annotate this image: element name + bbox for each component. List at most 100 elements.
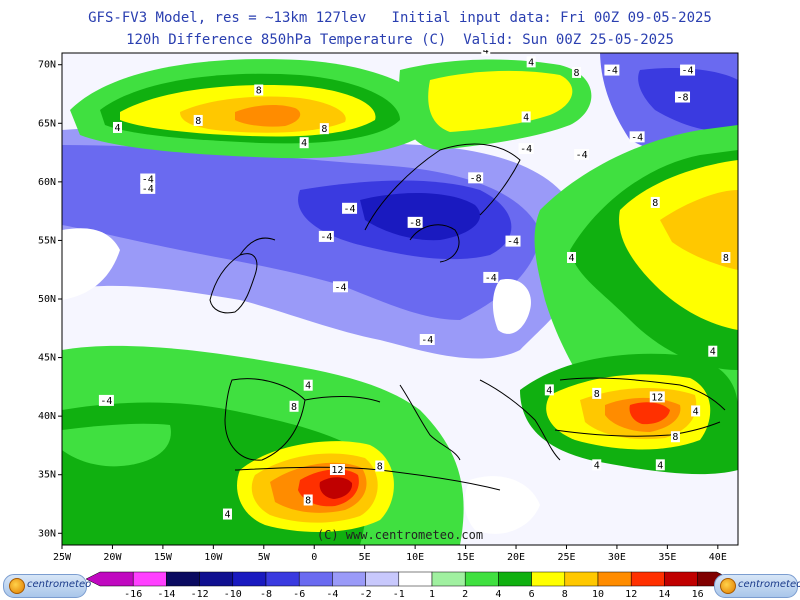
brand-logo-icon bbox=[720, 578, 736, 594]
contour-label-text: -4 bbox=[606, 66, 618, 77]
contour-label: 8 bbox=[572, 66, 582, 79]
contour-label-text: 8 bbox=[195, 116, 201, 127]
legend-label: 10 bbox=[592, 589, 604, 600]
contour-label-text: 8 bbox=[305, 495, 311, 506]
contour-label-box bbox=[140, 182, 156, 194]
contour-label-text: 8 bbox=[723, 253, 729, 264]
contour-label: 8 bbox=[721, 252, 731, 264]
contour-label-box bbox=[655, 459, 665, 471]
contour-label-box bbox=[574, 148, 590, 160]
contour-label-text: -4 bbox=[142, 175, 154, 186]
coastlines bbox=[209, 143, 726, 491]
legend-label: -2 bbox=[360, 589, 372, 600]
contour-label: -8 bbox=[468, 172, 484, 184]
contour-label: -4 bbox=[419, 334, 435, 346]
legend-label: 16 bbox=[692, 589, 704, 600]
legend-label: 12 bbox=[625, 589, 637, 600]
contour-label-box bbox=[526, 56, 536, 68]
contour-label-text: 12 bbox=[651, 392, 663, 403]
contour-label: 12 bbox=[649, 391, 665, 403]
field-valid-title: 120h Difference 850hPa Temperature (C) V… bbox=[126, 32, 674, 48]
lon-label: 15W bbox=[154, 552, 173, 563]
contour-label: -4 bbox=[342, 202, 358, 215]
legend-cell bbox=[166, 571, 200, 587]
lat-label: 35N bbox=[38, 470, 56, 481]
contour-label-box bbox=[303, 494, 313, 506]
contour-label-box bbox=[721, 252, 731, 263]
contour-label-box bbox=[299, 137, 309, 149]
legend-label: -10 bbox=[224, 589, 242, 600]
contour-label-box bbox=[329, 464, 345, 476]
contour-label: 4 bbox=[526, 56, 536, 68]
lon-label: 25E bbox=[557, 552, 575, 563]
contour-label: 8 bbox=[254, 84, 264, 96]
contour-label: 8 bbox=[193, 114, 203, 127]
contour-label-box bbox=[319, 123, 329, 135]
contour-label-box bbox=[675, 91, 691, 103]
contour-label-box bbox=[670, 431, 680, 443]
contour-label-box bbox=[708, 345, 718, 357]
contour-label: -4 bbox=[629, 131, 645, 143]
legend-label: 4 bbox=[495, 589, 501, 600]
contour-label: 4 bbox=[567, 252, 577, 264]
contour-label-text: 8 bbox=[672, 432, 678, 443]
lon-label: 10W bbox=[204, 552, 223, 563]
contour-label: -4 bbox=[680, 64, 696, 77]
contour-label-text: 4 bbox=[710, 347, 716, 358]
contour-label-text: 8 bbox=[652, 198, 658, 209]
contour-label: 8 bbox=[319, 123, 329, 135]
contour-label-text: 4 bbox=[523, 112, 529, 123]
contour-label-text: 4 bbox=[528, 57, 534, 68]
contour-label-box bbox=[650, 196, 660, 208]
legend-cell bbox=[564, 571, 599, 587]
legend-label: -6 bbox=[293, 589, 305, 600]
contour-label: 4 bbox=[544, 384, 554, 396]
contour-label-text: -4 bbox=[334, 282, 346, 293]
legend-cell bbox=[365, 571, 400, 587]
lat-label: 40N bbox=[38, 411, 56, 422]
contour-label-text: -4 bbox=[344, 204, 356, 215]
legend-cell bbox=[431, 571, 466, 587]
lat-label: 50N bbox=[38, 294, 56, 305]
contour-label-text: -4 bbox=[576, 150, 588, 161]
legend-cell bbox=[332, 571, 366, 587]
contour-label-box bbox=[691, 405, 701, 417]
contour-label-text: 8 bbox=[377, 462, 383, 473]
lon-label: 0 bbox=[311, 552, 317, 563]
contour-label-text: -4 bbox=[507, 237, 519, 248]
contour-label-box bbox=[98, 394, 114, 406]
contour-label-text: 8 bbox=[574, 68, 580, 79]
contour-label: 4 bbox=[521, 111, 531, 123]
lon-label: 15E bbox=[457, 552, 475, 563]
legend-cell bbox=[132, 571, 167, 587]
contour-label-box bbox=[544, 384, 554, 396]
legend-label: -8 bbox=[260, 589, 272, 600]
contour-label: 4 bbox=[592, 459, 602, 471]
contour-label-text: 4 bbox=[546, 385, 552, 396]
contour-label-box bbox=[419, 334, 435, 345]
brand-badge-right: centrometeo bbox=[714, 574, 800, 598]
contour-label-text: 4 bbox=[224, 510, 230, 521]
lon-label: 25W bbox=[53, 552, 72, 563]
contour-label-text: 4 bbox=[657, 460, 663, 471]
legend-label: 2 bbox=[462, 589, 468, 600]
legend-cell bbox=[464, 571, 499, 587]
contour-label-text: -4 bbox=[320, 232, 332, 243]
contour-label-box bbox=[592, 387, 602, 399]
contour-label: 4 bbox=[112, 121, 122, 134]
contour-label: 4 bbox=[655, 459, 665, 471]
watermark: (C) www.centrometeo.com bbox=[317, 528, 483, 542]
brand-badge-left: centrometeo bbox=[3, 574, 91, 598]
lon-label: 10E bbox=[406, 552, 424, 563]
contour-label-text: -4 bbox=[520, 144, 532, 155]
contour-label: -4 bbox=[518, 143, 534, 155]
contour-label-text: 4 bbox=[594, 460, 600, 471]
legend-cell bbox=[298, 571, 333, 587]
lon-label: 20E bbox=[507, 552, 525, 563]
contour-label-text: -8 bbox=[470, 173, 482, 184]
longitude-labels: 25W 20W 15W 10W 5W 0 5E 10E 15E 20E 25E 30E 35E 40E bbox=[53, 545, 727, 563]
contour-label-text: -8 bbox=[409, 218, 421, 229]
temperature-difference-map: 70N 65N 60N 55N 50N 45N 40N 35N 30N 25W 20W 15W 10W… bbox=[38, 50, 739, 563]
legend-label: 1 bbox=[429, 589, 435, 600]
